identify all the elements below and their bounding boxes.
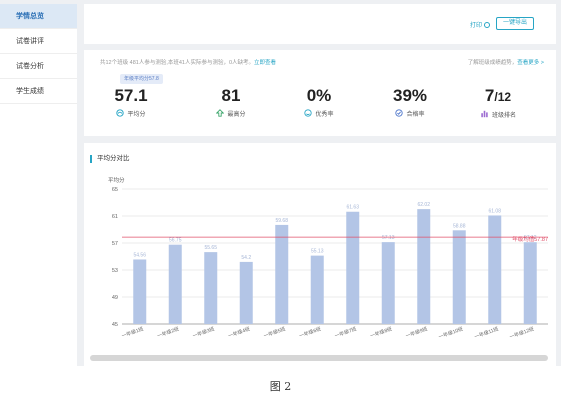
bar-value-label: 59.68 (275, 218, 288, 224)
bar (275, 224, 289, 324)
summary-text: 共12个班级 481人参与测验,本班41人实际参与测验，0人缺考。立即查看 (100, 58, 276, 66)
trend-hint-text: 了解班级成绩趋势， (467, 60, 518, 66)
x-tick-label: 一年级3班 (192, 325, 216, 339)
x-tick-label: 一年级11班 (473, 325, 499, 340)
y-tick-label: 65 (112, 187, 118, 193)
x-tick-label: 一年级10班 (438, 325, 464, 340)
grade-average-tag: 年级平均分57.8 (120, 74, 163, 84)
x-tick-label: 一年级8班 (369, 325, 393, 339)
print-icon (484, 22, 490, 29)
arrow-up-icon (216, 109, 225, 119)
x-tick-label: 一年级6班 (298, 325, 322, 339)
y-tick-label: 49 (112, 295, 118, 301)
smile-icon (304, 109, 313, 119)
metric-highest-label: 最高分 (227, 112, 246, 118)
bar-value-label: 61.63 (346, 205, 359, 211)
metric-rank-denominator: /12 (494, 90, 512, 104)
bar (417, 209, 431, 324)
bar (133, 259, 147, 324)
check-circle-icon (395, 109, 404, 119)
sidebar-item-paper-review[interactable]: 试卷讲评 (0, 29, 77, 54)
x-tick-label: 一年级2班 (156, 325, 180, 339)
x-tick-label: 一年级7班 (334, 325, 358, 339)
figure-caption: 图 2 (269, 380, 292, 393)
metric-pass-rate: 39% 合格率 (380, 86, 440, 119)
bar-value-label: 61.08 (488, 208, 501, 214)
app-frame: 学情总览 试卷讲评 试卷分析 学生成绩 打印 一键导出 共12个班级 481人参… (0, 0, 561, 366)
bar-value-label: 55.13 (311, 249, 324, 255)
summary-body: 共12个班级 481人参与测验,本班41人实际参与测验，0人缺考。 (100, 60, 255, 66)
y-axis-label: 平均分 (108, 176, 125, 184)
print-label: 打印 (469, 23, 482, 29)
metric-excellent-label: 优秀率 (315, 112, 334, 118)
bar (310, 255, 324, 324)
bar-value-label: 57.12 (524, 235, 537, 241)
bar-chart-icon (480, 110, 489, 120)
bar-value-label: 57.13 (382, 235, 395, 241)
metric-highest: 81 最高分 (201, 86, 261, 119)
stats-card: 共12个班级 481人参与测验,本班41人实际参与测验，0人缺考。立即查看 了解… (84, 50, 556, 136)
average-comparison-chart: 平均分 45 49 53 57 61 65 54.56 一年级1班 56.75 一年级2班 55.65… (108, 176, 548, 341)
bar (239, 261, 253, 324)
metric-rank-label: 班级排名 (491, 113, 516, 119)
view-now-link[interactable]: 立即查看 (254, 60, 277, 66)
metric-pass-label: 合格率 (406, 112, 425, 118)
metric-average-label: 平均分 (127, 112, 146, 118)
view-more-link[interactable]: 查看更多 > (517, 60, 544, 66)
y-tick-label: 45 (112, 322, 118, 328)
metric-average: 57.1 平均分 (101, 86, 161, 119)
average-comparison-card: 平均分 45 49 53 57 61 65 54.56 一年级1班 56.75 一年级2班 55.65… (84, 143, 556, 366)
export-button[interactable]: 一键导出 (496, 17, 534, 30)
bar-value-label: 62.02 (417, 202, 430, 208)
x-tick-label: 一年级9班 (405, 325, 429, 339)
sidebar-item-paper-analysis[interactable]: 试卷分析 (0, 54, 77, 79)
sidebar: 学情总览 试卷讲评 试卷分析 学生成绩 (0, 4, 77, 366)
metric-class-rank: 7/12 班级排名 (468, 86, 528, 120)
chart-horizontal-scrollbar[interactable] (90, 355, 548, 361)
chart-swirl-icon (116, 109, 125, 119)
top-toolbar: 打印 一键导出 (84, 4, 556, 44)
metric-rank-value: 7 (484, 86, 495, 105)
bar (346, 211, 360, 324)
bar (204, 252, 218, 324)
x-tick-label: 一年级12班 (509, 325, 535, 340)
bar (381, 242, 395, 324)
bar (452, 230, 466, 324)
bar (168, 244, 182, 324)
metric-highest-value: 81 (221, 86, 241, 105)
y-tick-label: 61 (112, 214, 118, 220)
bar-value-label: 58.88 (453, 223, 466, 229)
y-tick-label: 57 (112, 241, 118, 247)
x-tick-label: 一年级4班 (227, 325, 251, 339)
bar-value-label: 55.65 (204, 245, 217, 251)
bar (488, 215, 502, 324)
x-tick-label: 一年级5班 (263, 325, 287, 339)
bar-value-label: 56.75 (169, 238, 182, 244)
bar-value-label: 54.2 (241, 255, 251, 261)
metric-excellent-rate: 0% 优秀率 (289, 86, 349, 119)
sidebar-item-student-scores[interactable]: 学生成绩 (0, 79, 77, 104)
metric-excellent-value: 0% (306, 86, 332, 105)
bar (523, 242, 537, 324)
trend-hint: 了解班级成绩趋势，查看更多 > (468, 58, 544, 66)
sidebar-item-overview[interactable]: 学情总览 (0, 4, 77, 29)
print-button[interactable]: 打印 (470, 20, 490, 29)
y-tick-label: 53 (112, 268, 118, 274)
chart-title: 平均分对比 (90, 155, 130, 163)
metric-pass-value: 39% (392, 86, 428, 105)
x-tick-label: 一年级1班 (121, 325, 145, 339)
grade-average-label: 年级均值57.87 (512, 235, 548, 243)
bar-value-label: 54.56 (133, 252, 146, 258)
metric-average-value: 57.1 (114, 86, 148, 105)
